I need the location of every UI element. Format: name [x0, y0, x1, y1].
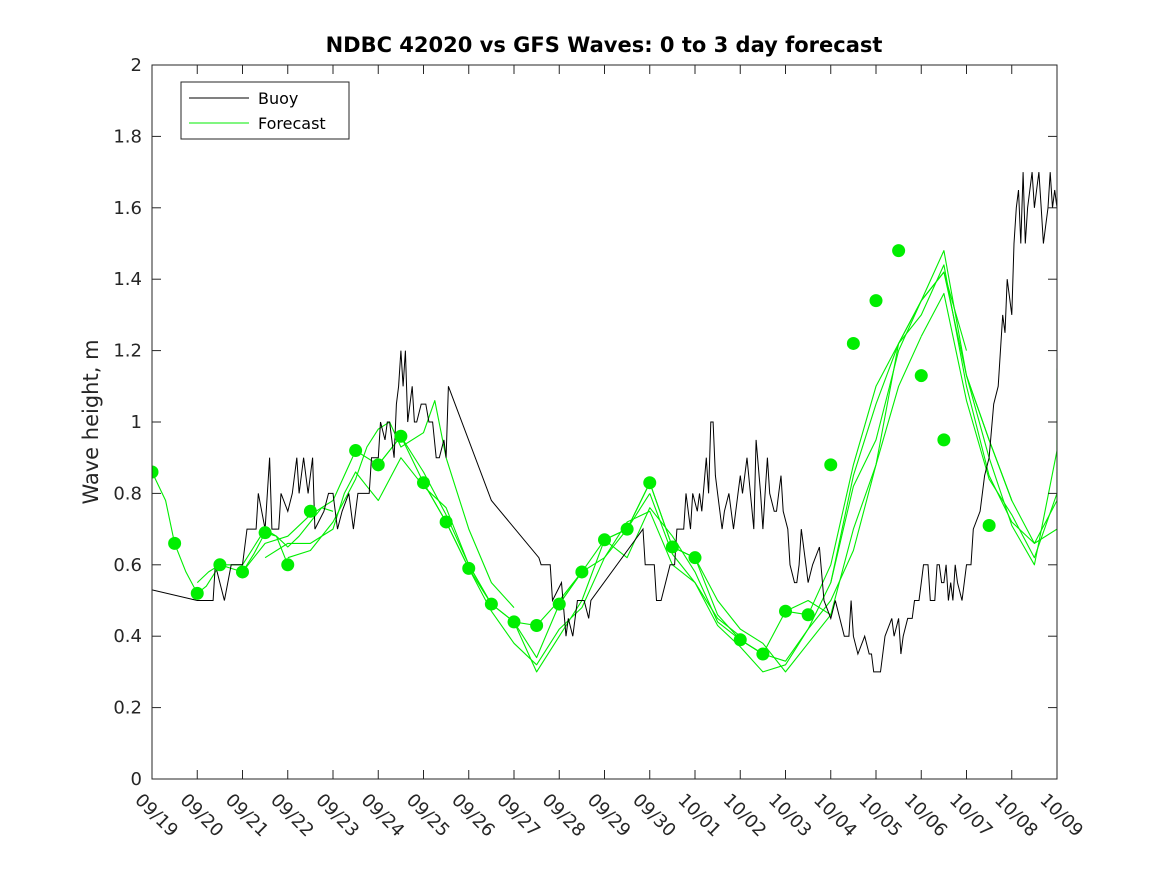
x-tick-label: 09/21 [221, 790, 273, 842]
forecast-marker [349, 444, 363, 458]
x-tick-label: 09/29 [583, 790, 635, 842]
forecast-marker [756, 647, 770, 661]
x-tick-label: 09/23 [311, 790, 363, 842]
y-tick-label: 1.2 [113, 341, 142, 362]
x-tick-label: 09/30 [628, 790, 680, 842]
y-tick-label: 1.8 [113, 126, 142, 147]
chart-title: NDBC 42020 vs GFS Waves: 0 to 3 day fore… [326, 33, 883, 57]
x-tick-label: 09/26 [447, 790, 499, 842]
forecast-marker [303, 504, 317, 518]
forecast-run-line [920, 292, 1057, 559]
y-tick-label: 2 [131, 55, 142, 76]
forecast-marker [371, 458, 385, 472]
x-tick-label: 10/06 [900, 790, 952, 842]
forecast-marker [258, 526, 272, 540]
y-tick-label: 0.6 [113, 555, 142, 576]
forecast-marker [846, 336, 860, 350]
forecast-run-line [558, 507, 764, 655]
x-tick-label: 10/03 [764, 790, 816, 842]
forecast-marker [733, 633, 747, 647]
x-tick-label: 09/24 [357, 790, 409, 842]
legend-label-buoy: Buoy [258, 89, 298, 108]
x-tick-label: 10/02 [719, 790, 771, 842]
x-tick-label: 10/08 [990, 790, 1042, 842]
forecast-marker [213, 558, 227, 572]
x-tick-label: 10/07 [945, 790, 997, 842]
y-tick-label: 1.6 [113, 198, 142, 219]
forecast-run-line [513, 510, 741, 659]
forecast-marker [507, 615, 521, 629]
forecast-marker [779, 604, 792, 618]
legend-label-forecast: Forecast [258, 114, 326, 133]
forecast-run-line [264, 457, 492, 605]
forecast-marker [937, 433, 951, 447]
forecast-marker [168, 536, 182, 550]
forecast-marker [824, 458, 838, 472]
x-tick-label: 10/01 [673, 790, 725, 842]
legend: Buoy Forecast [180, 81, 350, 140]
forecast-marker [552, 597, 566, 611]
forecast-marker [598, 533, 611, 547]
y-tick-label: 0.2 [113, 698, 142, 719]
x-tick-label: 10/05 [854, 790, 906, 842]
forecast-marker [643, 476, 657, 490]
forecast-run-line [965, 368, 1057, 566]
y-tick-label: 0.4 [113, 626, 142, 647]
y-tick-label: 0 [131, 769, 142, 790]
x-tick-label: 09/25 [402, 790, 454, 842]
forecast-marker [484, 597, 498, 611]
forecast-run-line [875, 271, 1057, 544]
forecast-marker [417, 476, 430, 490]
y-tick-label: 0.8 [113, 483, 142, 504]
legend-box [180, 81, 350, 140]
forecast-marker [801, 608, 815, 622]
forecast-run-line [423, 482, 651, 666]
forecast-marker [892, 244, 906, 258]
x-tick-label: 09/22 [266, 790, 318, 842]
x-tick-label: 09/28 [538, 790, 590, 842]
x-tick-label: 09/19 [130, 790, 182, 842]
x-tick-label: 10/04 [809, 790, 861, 842]
forecast-marker [982, 519, 996, 533]
forecast-marker [914, 369, 928, 383]
y-axis: 0 0.2 0.4 0.6 0.8 1 1.2 1.4 1.6 1.8 2 [113, 55, 1057, 790]
forecast-marker [152, 465, 159, 479]
forecast-run-line [694, 336, 922, 655]
forecast-marker [394, 429, 408, 443]
forecast-marker [869, 294, 883, 308]
forecast-marker [236, 565, 249, 579]
y-tick-label: 1.4 [113, 269, 142, 290]
y-axis-label: Wave height, m [79, 339, 103, 504]
forecast-marker [281, 558, 295, 572]
series-layer [152, 172, 1057, 673]
forecast-marker [190, 586, 204, 600]
forecast-marker [530, 618, 544, 632]
buoy-series-line [152, 172, 1057, 673]
plot-area [152, 65, 1057, 779]
forecast-run-line [604, 482, 832, 673]
forecast-marker [620, 522, 634, 536]
forecast-marker [575, 565, 589, 579]
x-tick-label: 09/27 [492, 790, 544, 842]
forecast-run-line [649, 464, 877, 673]
forecast-marker [439, 515, 453, 529]
x-tick-label: 09/20 [176, 790, 228, 842]
y-tick-label: 1 [131, 412, 142, 433]
forecast-marker [688, 551, 702, 565]
forecast-marker [665, 540, 679, 554]
forecast-run-line [377, 435, 583, 627]
x-tick-label: 10/09 [1035, 790, 1087, 842]
forecast-marker [462, 561, 476, 575]
